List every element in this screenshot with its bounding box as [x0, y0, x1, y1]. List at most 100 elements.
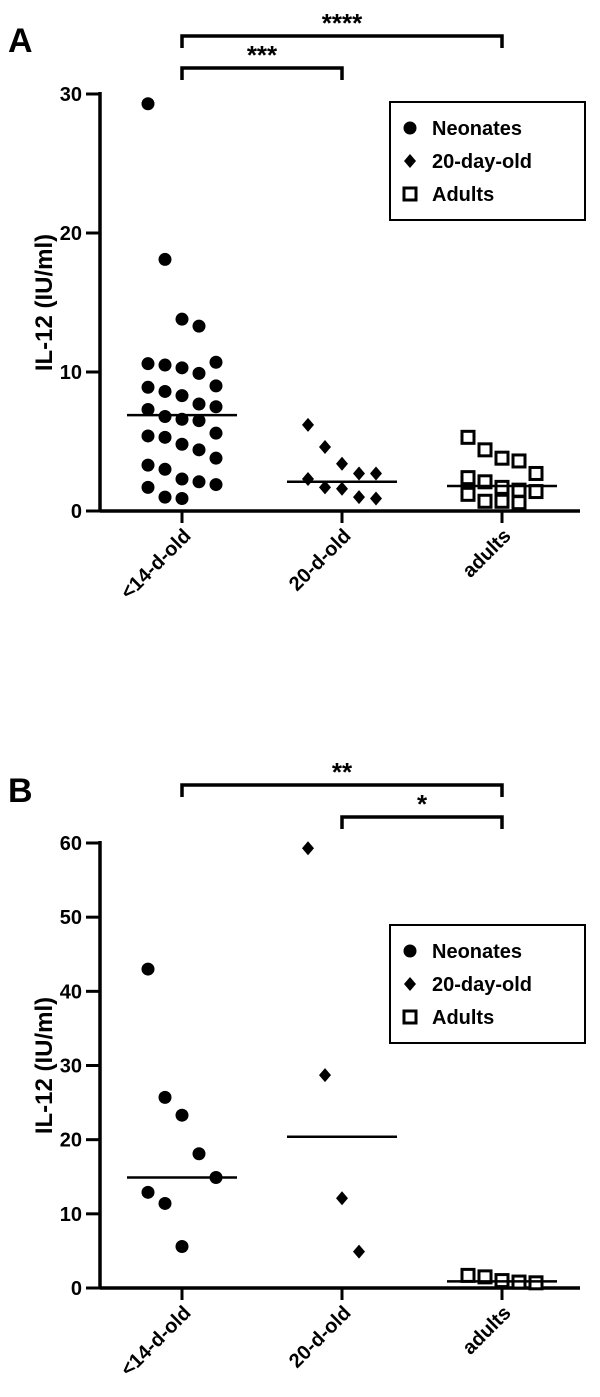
data-point — [477, 493, 493, 509]
data-point — [336, 456, 348, 471]
x-tick-label: adults — [458, 1302, 515, 1359]
legend-label: 20-day-old — [432, 151, 532, 173]
data-point — [141, 380, 155, 394]
data-point — [158, 1196, 172, 1210]
y-tick-label: 60 — [60, 833, 82, 855]
significance-label: *** — [247, 40, 278, 70]
data-point — [175, 491, 189, 505]
significance-label: * — [417, 789, 428, 819]
data-point — [209, 400, 223, 414]
data-point — [141, 429, 155, 443]
data-point — [141, 1185, 155, 1199]
x-tick-label: 20-d-old — [285, 525, 356, 596]
legend-box — [389, 101, 586, 221]
data-point — [141, 458, 155, 472]
significance-label: **** — [322, 8, 363, 38]
data-point — [460, 429, 476, 445]
legend-marker — [404, 154, 416, 168]
data-point — [175, 361, 189, 375]
legend-entry: Neonates — [403, 118, 522, 140]
y-tick-label: 10 — [60, 1204, 82, 1226]
legend-marker — [404, 977, 416, 991]
legend-entry: Adults — [402, 184, 494, 206]
data-point — [460, 1267, 476, 1283]
data-point — [192, 366, 206, 380]
legend-marker — [402, 1009, 418, 1025]
y-tick-label: 0 — [71, 501, 82, 523]
data-point — [192, 1147, 206, 1161]
legend-box — [389, 924, 586, 1044]
data-point — [141, 403, 155, 417]
data-point — [192, 319, 206, 333]
y-tick-label: 50 — [60, 907, 82, 929]
data-point — [353, 466, 365, 481]
data-point — [494, 493, 510, 509]
data-point — [336, 1191, 348, 1206]
y-tick-label: 40 — [60, 981, 82, 1003]
significance-bracket — [340, 815, 504, 829]
data-point — [319, 1068, 331, 1083]
data-point — [175, 472, 189, 486]
data-point — [336, 481, 348, 496]
legend-marker — [403, 121, 417, 135]
significance-bracket — [180, 34, 504, 48]
data-point — [528, 465, 544, 481]
data-point — [370, 466, 382, 481]
data-point — [460, 486, 476, 502]
x-tick-label: <14-d-old — [117, 525, 196, 604]
significance-bracket — [180, 66, 344, 80]
data-point — [477, 1269, 493, 1285]
data-point — [353, 1244, 365, 1259]
legend-label: Adults — [432, 184, 494, 206]
legend-marker — [403, 944, 417, 958]
data-point — [494, 479, 510, 495]
legend-label: Neonates — [432, 941, 522, 963]
data-point — [175, 1239, 189, 1253]
y-tick-label: 10 — [60, 362, 82, 384]
data-point — [141, 97, 155, 111]
data-point — [192, 397, 206, 411]
x-tick-label: <14-d-old — [117, 1302, 196, 1381]
y-tick-label: 20 — [60, 1130, 82, 1152]
data-point — [209, 379, 223, 393]
data-point — [158, 358, 172, 372]
significance-bracket — [180, 783, 504, 797]
data-point — [353, 490, 365, 505]
data-point — [511, 453, 527, 469]
legend-marker — [402, 186, 418, 202]
data-point — [528, 1275, 544, 1291]
data-point — [158, 384, 172, 398]
data-point — [158, 252, 172, 266]
data-point — [209, 451, 223, 465]
data-point — [302, 472, 314, 487]
data-point — [141, 962, 155, 976]
data-point — [494, 450, 510, 466]
data-point — [209, 355, 223, 369]
y-tick-label: 20 — [60, 223, 82, 245]
y-tick-label: 30 — [60, 1056, 82, 1078]
data-point — [158, 462, 172, 476]
data-point — [175, 1108, 189, 1122]
data-point — [158, 430, 172, 444]
data-point — [319, 480, 331, 495]
x-tick-label: 20-d-old — [285, 1302, 356, 1373]
x-tick-label: adults — [458, 525, 515, 582]
data-point — [192, 414, 206, 428]
y-axis-label: IL-12 (IU/ml) — [31, 234, 58, 371]
data-point — [460, 470, 476, 486]
data-point — [158, 409, 172, 423]
data-point — [477, 442, 493, 458]
panel-label: A — [8, 22, 33, 60]
data-point — [209, 478, 223, 492]
legend-label: 20-day-old — [432, 974, 532, 996]
significance-label: ** — [332, 757, 353, 787]
data-point — [209, 426, 223, 440]
data-point — [319, 440, 331, 455]
legend-label: Adults — [432, 1007, 494, 1029]
panel-label: B — [8, 772, 33, 810]
data-point — [511, 495, 527, 511]
y-tick-label: 0 — [71, 1278, 82, 1300]
data-point — [192, 443, 206, 457]
legend-entry: Adults — [402, 1007, 494, 1029]
